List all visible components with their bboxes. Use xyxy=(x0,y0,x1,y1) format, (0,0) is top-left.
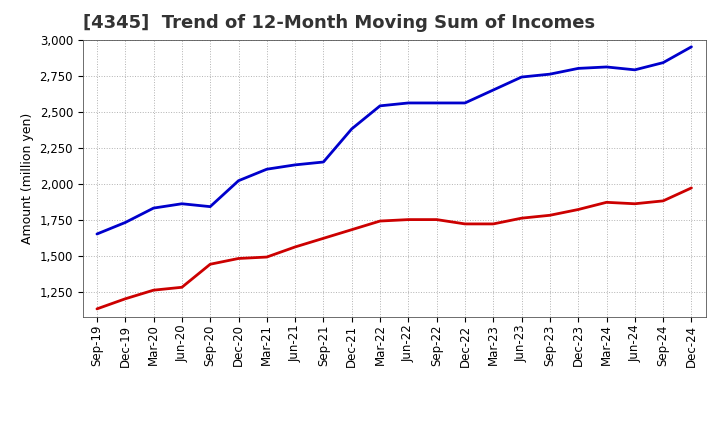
Net Income xyxy=(404,217,413,222)
Net Income xyxy=(376,218,384,224)
Net Income xyxy=(121,296,130,301)
Ordinary Income xyxy=(178,201,186,206)
Ordinary Income xyxy=(574,66,582,71)
Net Income xyxy=(687,185,696,191)
Ordinary Income xyxy=(291,162,300,168)
Ordinary Income xyxy=(432,100,441,106)
Ordinary Income xyxy=(517,74,526,80)
Net Income xyxy=(574,207,582,212)
Ordinary Income xyxy=(659,60,667,65)
Net Income xyxy=(659,198,667,204)
Net Income xyxy=(602,200,611,205)
Ordinary Income xyxy=(263,167,271,172)
Line: Net Income: Net Income xyxy=(97,188,691,309)
Net Income xyxy=(149,287,158,293)
Net Income xyxy=(234,256,243,261)
Ordinary Income xyxy=(376,103,384,109)
Net Income xyxy=(206,262,215,267)
Net Income xyxy=(631,201,639,206)
Net Income xyxy=(291,244,300,249)
Line: Ordinary Income: Ordinary Income xyxy=(97,47,691,234)
Net Income xyxy=(461,221,469,227)
Ordinary Income xyxy=(149,205,158,211)
Ordinary Income xyxy=(631,67,639,73)
Ordinary Income xyxy=(687,44,696,49)
Ordinary Income xyxy=(93,231,102,237)
Net Income xyxy=(178,285,186,290)
Net Income xyxy=(319,236,328,241)
Ordinary Income xyxy=(461,100,469,106)
Ordinary Income xyxy=(121,220,130,225)
Text: [4345]  Trend of 12-Month Moving Sum of Incomes: [4345] Trend of 12-Month Moving Sum of I… xyxy=(83,15,595,33)
Y-axis label: Amount (million yen): Amount (million yen) xyxy=(21,113,34,244)
Net Income xyxy=(517,216,526,221)
Ordinary Income xyxy=(602,64,611,70)
Ordinary Income xyxy=(234,178,243,183)
Ordinary Income xyxy=(319,159,328,165)
Net Income xyxy=(489,221,498,227)
Net Income xyxy=(263,254,271,260)
Ordinary Income xyxy=(489,88,498,93)
Ordinary Income xyxy=(348,126,356,132)
Ordinary Income xyxy=(546,72,554,77)
Ordinary Income xyxy=(404,100,413,106)
Net Income xyxy=(348,227,356,232)
Net Income xyxy=(432,217,441,222)
Ordinary Income xyxy=(206,204,215,209)
Net Income xyxy=(546,213,554,218)
Net Income xyxy=(93,306,102,312)
